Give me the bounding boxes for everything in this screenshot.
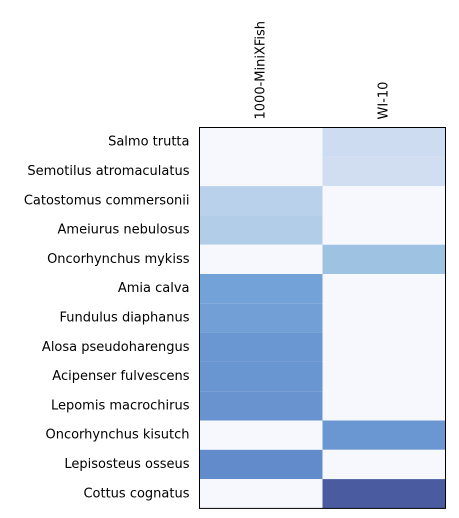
row-label: Lepisosteus osseus	[64, 457, 189, 472]
row-label: Fundulus diaphanus	[59, 310, 189, 325]
heatmap-cell	[199, 361, 323, 392]
heatmap-cell	[322, 156, 446, 187]
row-label: Alosa pseudoharengus	[42, 340, 190, 355]
row-label: Oncorhynchus mykiss	[47, 252, 190, 267]
heatmap-cell	[322, 303, 446, 333]
row-labels: Salmo trutta Semotilus atromaculatus Catos…	[24, 135, 190, 502]
heatmap-cell	[199, 156, 323, 187]
heatmap-cell	[322, 361, 446, 392]
heatmap-cell	[199, 303, 323, 333]
heatmap-cell	[322, 479, 446, 509]
column-labels: 1000-MiniXFish WI-10	[254, 21, 392, 120]
heatmap-cell	[199, 215, 323, 245]
heatmap-cell	[322, 215, 446, 245]
column-label: 1000-MiniXFish	[254, 21, 269, 120]
heatmap-cell	[199, 274, 323, 304]
row-label: Amia calva	[118, 281, 190, 296]
row-label: Catostomus commersonii	[24, 193, 190, 208]
plot-frame	[199, 127, 446, 509]
heatmap-cell	[322, 332, 446, 362]
heatmap-cell	[199, 420, 323, 450]
heatmap-cell	[322, 274, 446, 304]
row-label: Lepomis macrochirus	[51, 398, 190, 413]
heatmap-cell	[322, 449, 446, 480]
heatmap-cell	[322, 420, 446, 450]
heatmap-cell	[199, 479, 323, 509]
heatmap-cell	[322, 127, 446, 157]
heatmap-cell	[322, 391, 446, 421]
row-label: Cottus cognatus	[83, 486, 189, 501]
heatmap-cell	[199, 332, 323, 362]
heatmap-cell	[199, 391, 323, 421]
heatmap-cell	[199, 127, 323, 157]
row-label: Ameiurus nebulosus	[58, 223, 190, 238]
heatmap-cell	[199, 244, 323, 274]
heatmap-cell	[199, 449, 323, 480]
heatmap-cell	[199, 186, 323, 216]
row-label: Acipenser fulvescens	[52, 369, 189, 384]
column-label: WI-10	[377, 82, 392, 120]
heatmap-cell	[322, 244, 446, 274]
heatmap-cell	[322, 186, 446, 216]
row-label: Oncorhynchus kisutch	[45, 428, 189, 443]
row-label: Semotilus atromaculatus	[27, 164, 189, 179]
row-label: Salmo trutta	[108, 135, 189, 150]
heatmap-cells	[199, 127, 446, 509]
